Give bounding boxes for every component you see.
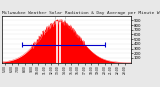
Text: Milwaukee Weather Solar Radiation & Day Average per Minute W/m2 (Today): Milwaukee Weather Solar Radiation & Day …	[2, 11, 160, 15]
